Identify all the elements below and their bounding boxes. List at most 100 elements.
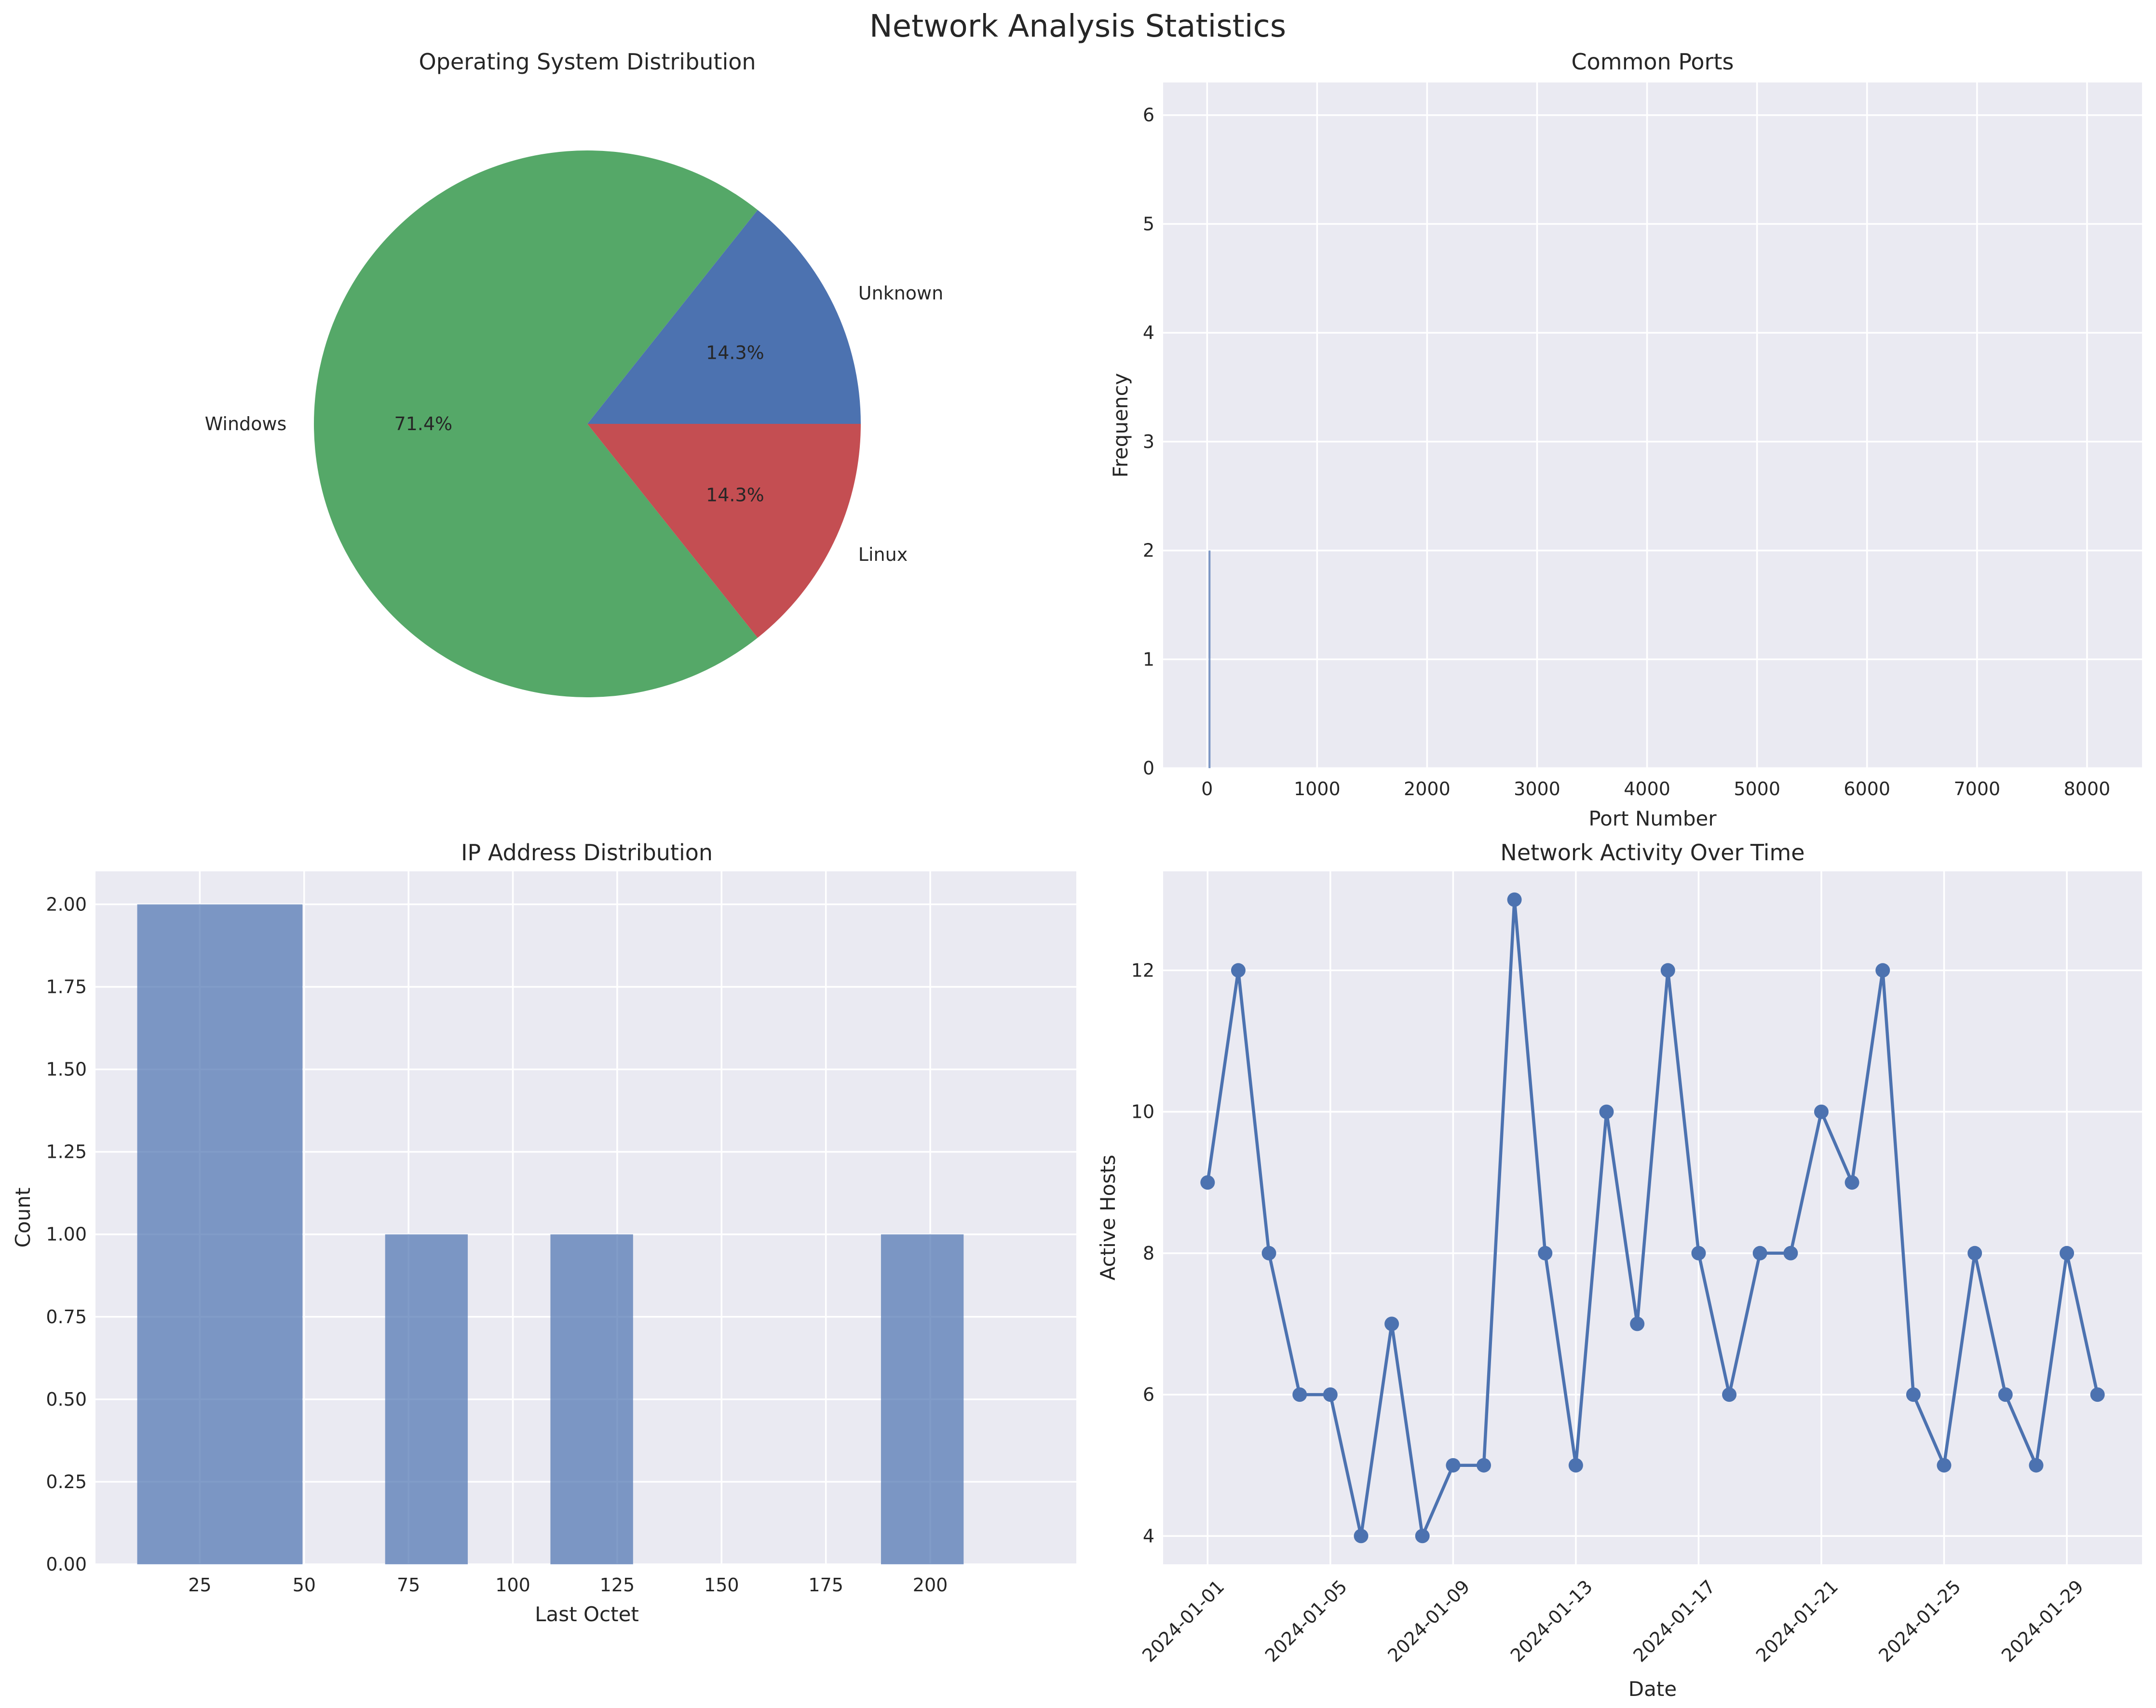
- ip-distribution-ytick: 2.00: [46, 894, 87, 915]
- network-activity-point: [1906, 1387, 1921, 1402]
- network-activity-xtick: 2024-01-25: [1874, 1576, 1965, 1666]
- ip-distribution-ytick: 1.50: [46, 1059, 87, 1080]
- network-activity-xtick: 2024-01-21: [1752, 1576, 1842, 1666]
- pie-pct-unknown: 14.3%: [706, 342, 764, 363]
- network-activity-point: [1814, 1104, 1829, 1119]
- network-activity-point: [1967, 1246, 1982, 1261]
- common-ports-plot-area: [1163, 82, 2142, 768]
- network-activity-xtick: 2024-01-09: [1383, 1576, 1474, 1666]
- network-activity-ylabel: Active Hosts: [1096, 1155, 1120, 1281]
- network-activity-point: [1292, 1387, 1307, 1402]
- ip-distribution-bar: [550, 1234, 633, 1564]
- ip-distribution-xtick: 150: [704, 1574, 739, 1596]
- ip-distribution-yticks: 0.00 0.25 0.50 0.75 1.00 1.25 1.50 1.75 2.00: [46, 894, 87, 1575]
- network-activity-ytick: 10: [1131, 1101, 1154, 1123]
- network-activity-yticks: 4 6 8 10 12: [1131, 960, 1154, 1546]
- network-activity-xtick: 2024-01-17: [1629, 1576, 1719, 1666]
- common-ports-xtick: 7000: [1954, 778, 2001, 800]
- ip-distribution-xtick: 75: [397, 1574, 420, 1596]
- os-pie: Unknown 14.3% Windows 71.4% Linux 14.3%: [205, 150, 943, 698]
- network-activity-line: [1206, 898, 2099, 1538]
- ip-distribution-bars: [137, 904, 964, 1564]
- common-ports-ytick: 2: [1143, 540, 1154, 561]
- common-ports-ytick: 5: [1143, 213, 1154, 234]
- network-activity-series: [1200, 892, 2105, 1544]
- network-activity-point: [1507, 892, 1522, 907]
- network-activity-xtick: 2024-01-29: [1997, 1576, 2088, 1666]
- network-activity-point: [1477, 1458, 1491, 1473]
- common-ports-ytick: 3: [1143, 431, 1154, 452]
- figure-title: Network Analysis Statistics: [869, 9, 1286, 44]
- ip-distribution-ytick: 0.25: [46, 1471, 87, 1492]
- network-activity-point: [1415, 1529, 1430, 1544]
- network-activity-point: [1323, 1387, 1338, 1402]
- network-activity-xtick: 2024-01-05: [1261, 1576, 1351, 1666]
- common-ports-xtick: 3000: [1514, 778, 1560, 800]
- common-ports-xtick: 0: [1201, 778, 1213, 800]
- network-activity-point: [2090, 1387, 2105, 1402]
- network-activity-point: [1844, 1175, 1859, 1190]
- ip-distribution-xtick: 200: [913, 1574, 948, 1596]
- common-ports-xlabel: Port Number: [1588, 807, 1717, 830]
- pie-pct-linux: 14.3%: [706, 485, 764, 506]
- ip-distribution-xtick: 175: [808, 1574, 843, 1596]
- common-ports-xtick: 5000: [1734, 778, 1780, 800]
- network-activity-point: [1630, 1316, 1645, 1331]
- ip-distribution-title: IP Address Distribution: [461, 840, 713, 866]
- pie-slice-unknown: [587, 210, 861, 424]
- pie-label-linux: Linux: [858, 544, 908, 565]
- os-distribution-panel: Operating System Distribution Unknown 14.…: [205, 49, 943, 698]
- network-activity-point: [1875, 963, 1890, 978]
- network-activity-point: [1998, 1387, 2013, 1402]
- ip-distribution-ytick: 1.00: [46, 1224, 87, 1245]
- network-activity-ytick: 12: [1131, 960, 1154, 981]
- common-ports-xtick: 6000: [1844, 778, 1890, 800]
- ip-distribution-ytick: 0.50: [46, 1389, 87, 1410]
- common-ports-xticks: 0 1000 2000 3000 4000 5000 6000 7000 8000: [1201, 778, 2110, 800]
- ip-distribution-ytick: 1.25: [46, 1141, 87, 1163]
- network-activity-xtick: 2024-01-01: [1138, 1576, 1228, 1666]
- pie-label-windows: Windows: [205, 413, 287, 434]
- common-ports-bar: [1208, 550, 1211, 768]
- network-activity-point: [1599, 1104, 1614, 1119]
- common-ports-title: Common Ports: [1572, 49, 1734, 75]
- network-activity-point: [1261, 1246, 1276, 1261]
- network-activity-point: [1446, 1458, 1461, 1473]
- ip-distribution-xtick: 100: [495, 1574, 530, 1596]
- common-ports-panel: 0 1000 2000 3000 4000 5000 6000 7000 8000 0 1 2 3 4 5…: [1109, 49, 2142, 830]
- network-activity-point: [2060, 1246, 2075, 1261]
- network-activity-point: [1691, 1246, 1706, 1261]
- ip-distribution-ytick: 1.75: [46, 976, 87, 998]
- common-ports-bars: [1208, 550, 1211, 768]
- network-activity-xticks: 2024-01-01 2024-01-05 2024-01-09 2024-01-13…: [1138, 1576, 2088, 1666]
- pie-pct-windows: 71.4%: [394, 413, 452, 434]
- common-ports-ytick: 0: [1143, 758, 1154, 779]
- network-activity-point: [1384, 1316, 1399, 1331]
- common-ports-xtick: 8000: [2064, 778, 2111, 800]
- ip-distribution-xticks: 25 50 75 100 125 150 175 200: [188, 1574, 948, 1596]
- network-activity-title: Network Activity Over Time: [1500, 840, 1804, 866]
- ip-distribution-panel: 25 50 75 100 125 150 175 200 0.00 0.25 0.50 0.75 1.…: [11, 840, 1076, 1626]
- network-activity-ytick: 4: [1143, 1525, 1154, 1546]
- network-activity-panel: 2024-01-01 2024-01-05 2024-01-09 2024-01-13…: [1096, 840, 2142, 1701]
- ip-distribution-bar: [137, 904, 303, 1564]
- pie-slice-linux: [587, 424, 861, 638]
- ip-distribution-ylabel: Count: [11, 1188, 35, 1248]
- network-activity-point: [1354, 1529, 1369, 1544]
- network-activity-point: [1752, 1246, 1767, 1261]
- common-ports-xtick: 1000: [1294, 778, 1341, 800]
- ip-distribution-xlabel: Last Octet: [535, 1602, 639, 1626]
- network-activity-xlabel: Date: [1628, 1677, 1677, 1701]
- network-activity-point: [1937, 1458, 1952, 1473]
- pie-label-unknown: Unknown: [858, 283, 943, 304]
- ip-distribution-bar: [385, 1234, 468, 1564]
- network-activity-point: [1231, 963, 1246, 978]
- common-ports-ytick: 4: [1143, 322, 1154, 343]
- network-activity-point: [1783, 1246, 1798, 1261]
- ip-distribution-ytick: 0.75: [46, 1306, 87, 1328]
- network-activity-point: [1722, 1387, 1737, 1402]
- ip-distribution-xtick: 50: [293, 1574, 316, 1596]
- ip-distribution-xtick: 125: [600, 1574, 635, 1596]
- common-ports-ylabel: Frequency: [1109, 373, 1132, 478]
